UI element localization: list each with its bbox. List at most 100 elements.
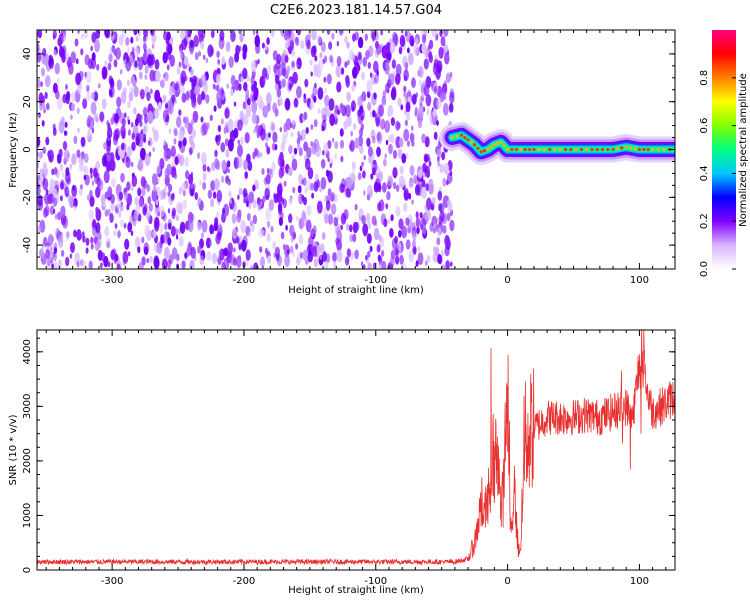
noise-blob [184, 30, 189, 36]
noise-blob [107, 208, 111, 216]
noise-blob [320, 41, 326, 53]
noise-blob [40, 81, 43, 88]
noise-blob [337, 214, 341, 221]
noise-blob [94, 39, 100, 53]
noise-blob [418, 168, 423, 179]
noise-blob [371, 215, 377, 226]
noise-blob [83, 165, 88, 175]
noise-blob [151, 188, 158, 202]
noise-blob [200, 40, 204, 50]
noise-blob [203, 54, 206, 60]
noise-blob [291, 49, 296, 58]
noise-blob [89, 189, 93, 198]
noise-blob [170, 145, 176, 157]
noise-blob [140, 61, 143, 67]
noise-blob [281, 67, 286, 77]
noise-blob [206, 166, 210, 172]
noise-blob [140, 176, 146, 188]
signal-peak-point [476, 146, 480, 150]
noise-blob [449, 91, 455, 104]
noise-blob [329, 162, 333, 168]
noise-blob [248, 191, 254, 204]
noise-blob [426, 254, 431, 263]
noise-blob [39, 151, 43, 159]
noise-blob [244, 171, 248, 180]
noise-blob [37, 137, 41, 146]
snr-series-line [37, 330, 675, 566]
noise-blob [130, 161, 134, 168]
noise-blob [165, 102, 168, 109]
noise-blob [298, 147, 303, 157]
noise-blob [251, 83, 255, 92]
noise-blob [134, 47, 139, 58]
noise-blob [328, 98, 335, 111]
noise-blob [164, 184, 167, 190]
noise-blob [159, 158, 165, 170]
noise-blob [361, 214, 366, 225]
noise-blob [278, 167, 284, 179]
signal-peak-point [473, 143, 477, 147]
noise-blob [310, 124, 314, 130]
noise-blob [317, 35, 322, 44]
noise-blob [236, 155, 243, 169]
noise-blob [221, 261, 226, 269]
noise-blob [304, 187, 308, 194]
signal-peak-point [611, 147, 615, 152]
noise-blob [211, 252, 218, 265]
noise-blob [187, 241, 192, 251]
noise-blob [81, 231, 85, 238]
noise-blob [418, 66, 424, 78]
noise-blob [385, 139, 389, 146]
noise-blob [350, 131, 354, 137]
noise-blob [334, 153, 337, 160]
noise-blob [190, 119, 194, 126]
noise-blob [291, 158, 298, 171]
noise-blob [180, 30, 186, 40]
noise-blob [116, 96, 122, 108]
noise-blob [367, 184, 373, 197]
noise-blob [104, 60, 107, 66]
noise-blob [399, 254, 404, 265]
noise-blob [69, 253, 73, 259]
noise-blob [277, 202, 283, 212]
noise-blob [146, 258, 149, 263]
noise-blob [59, 163, 64, 172]
noise-blob [404, 119, 408, 127]
noise-blob [147, 140, 151, 146]
noise-blob [77, 30, 81, 34]
noise-blob [411, 125, 414, 131]
noise-blob [122, 251, 129, 264]
noise-blob [157, 211, 160, 217]
noise-blob [424, 30, 428, 37]
noise-blob [76, 149, 81, 158]
noise-blob [140, 88, 145, 100]
noise-blob [336, 56, 342, 67]
noise-blob [371, 159, 378, 173]
noise-blob [317, 108, 321, 114]
y-tick-label: 1000 [22, 503, 33, 528]
signal-peak-point [523, 147, 527, 152]
noise-blob [48, 56, 55, 69]
noise-blob [46, 102, 50, 111]
noise-blob [313, 119, 318, 128]
noise-blob [346, 91, 351, 102]
y-tick-label: -20 [22, 189, 33, 205]
noise-blob [408, 177, 414, 188]
noise-blob [356, 62, 360, 69]
noise-blob [119, 69, 123, 75]
noise-blob [397, 122, 401, 130]
signal-peak-point [537, 147, 541, 152]
noise-blob [274, 246, 281, 259]
noise-blob [39, 168, 44, 176]
spectrogram-x-ticks: -300 -200 -100 0 100 [45, 30, 667, 286]
noise-blob [69, 163, 73, 170]
noise-blob [85, 237, 90, 246]
colorbar-tick-label: 0.4 [699, 165, 710, 181]
noise-blob [154, 108, 160, 120]
noise-blob [225, 41, 231, 52]
noise-blob [438, 46, 444, 59]
noise-blob [37, 30, 43, 39]
noise-blob [285, 224, 288, 231]
noise-blob [206, 237, 211, 249]
noise-blob [425, 94, 432, 107]
